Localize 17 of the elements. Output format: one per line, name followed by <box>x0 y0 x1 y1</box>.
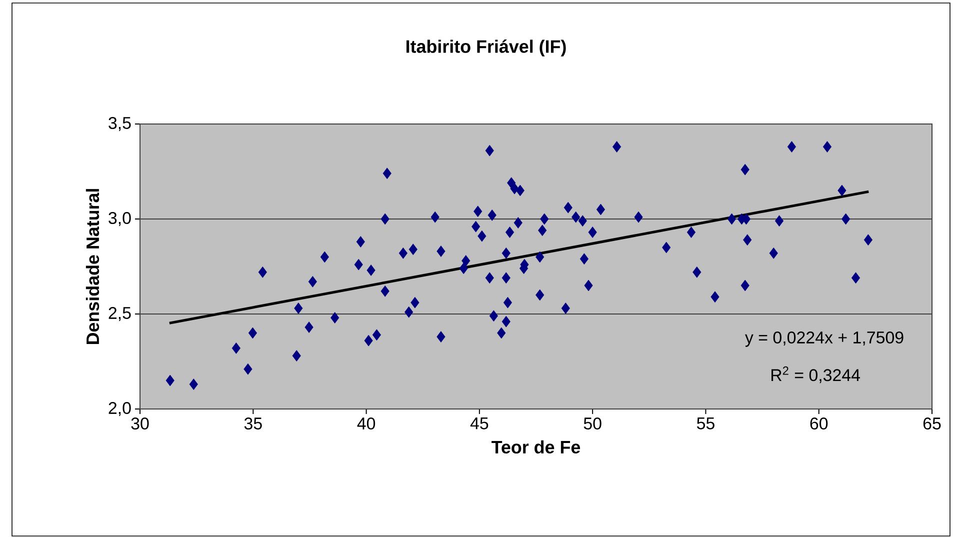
x-tick-label: 60 <box>810 418 828 430</box>
y-tick-label: 3,5 <box>108 116 131 131</box>
x-tick-label: 35 <box>244 418 262 430</box>
annotation: R$^{2}$ = 0,3244 <box>771 366 860 384</box>
x-tick-label: 30 <box>131 418 149 430</box>
x-tick-label: 65 <box>923 418 941 430</box>
y-tick-label: 2,0 <box>108 402 131 416</box>
x-tick-label: 55 <box>696 418 714 430</box>
x-tick-label: 50 <box>584 418 602 430</box>
x-axis-title: Teor de Fe <box>492 440 580 454</box>
y-tick-label: 3,0 <box>108 212 131 226</box>
annotation: y = 0,0224x + 1,7509 <box>744 331 904 347</box>
chart-title: Itabirito Friável (IF) <box>406 40 566 56</box>
y-axis-title: Densidade Natural <box>86 189 100 344</box>
x-tick-label: 40 <box>357 418 376 430</box>
y-tick-label: 2,5 <box>108 306 131 321</box>
x-tick-label: 45 <box>470 418 488 430</box>
